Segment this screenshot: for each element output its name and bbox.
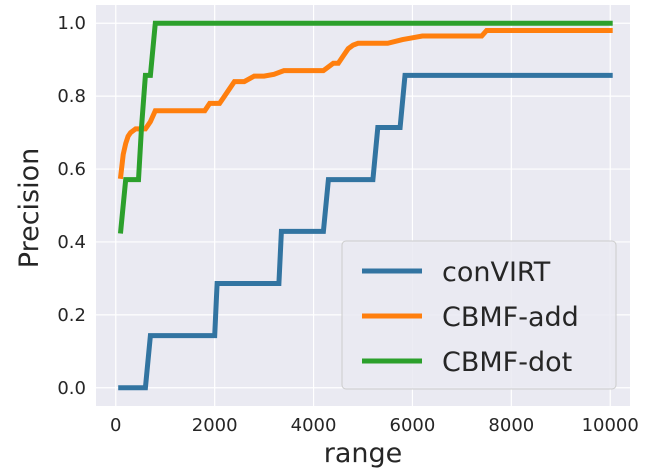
x-tick-label: 6000 [390,415,436,436]
y-tick-label: 0.6 [57,159,86,180]
x-tick-label: 2000 [192,415,238,436]
y-tick-label: 0.2 [57,305,86,326]
legend: conVIRT CBMF-add CBMF-dot [341,240,617,390]
series-line-cbmf-dot [117,20,613,234]
y-axis-label: Precision [14,148,45,268]
series-layer [117,20,613,391]
series-line-convirt [118,72,613,391]
x-tick-label: 10000 [582,415,639,436]
tick-labels: 0 2000 4000 6000 8000 10000 0.0 0.2 0.4 0.6 0.8 1.0 [57,13,638,436]
legend-label: CBMF-dot [442,347,572,378]
y-tick-label: 0.8 [57,86,86,107]
y-tick-label: 0.4 [57,232,86,253]
x-tick-label: 4000 [291,415,337,436]
legend-box [341,240,617,390]
y-tick-label: 1.0 [57,13,86,34]
x-axis-label: range [324,438,403,469]
y-tick-label: 0.0 [57,378,86,399]
legend-label: CBMF-add [442,302,579,333]
x-tick-label: 8000 [488,415,534,436]
x-tick-label: 0 [110,415,121,436]
legend-label: conVIRT [442,257,551,288]
